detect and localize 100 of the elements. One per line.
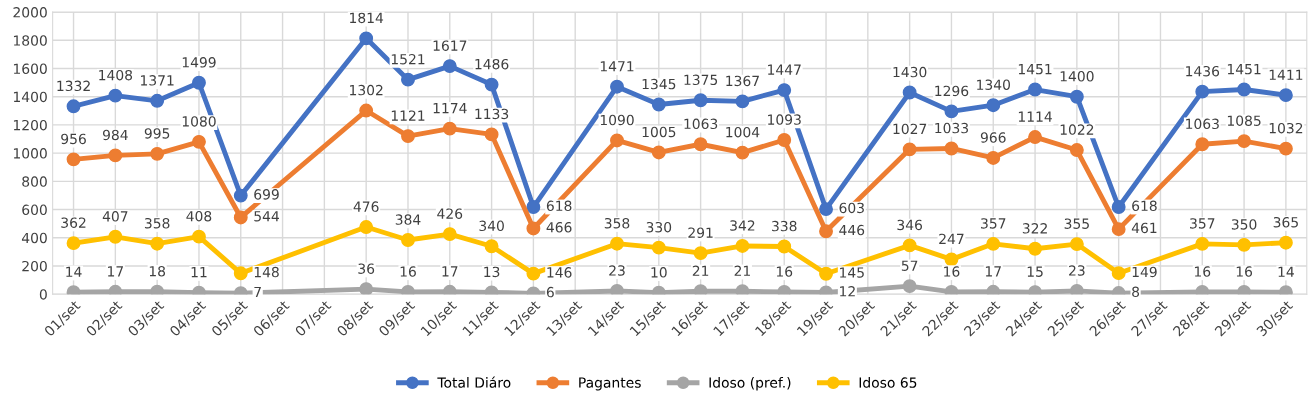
point bbox=[819, 266, 833, 281]
data-label: 956 bbox=[61, 133, 86, 145]
y-tick-label: 1000 bbox=[13, 148, 47, 159]
point bbox=[735, 239, 750, 253]
legend-label: Idoso 65 bbox=[859, 377, 917, 388]
point bbox=[1237, 237, 1252, 252]
point bbox=[192, 134, 206, 149]
point bbox=[693, 284, 708, 295]
point bbox=[1028, 241, 1043, 256]
point bbox=[735, 284, 750, 295]
data-label: 603 bbox=[839, 202, 864, 214]
data-label: 1063 bbox=[684, 118, 718, 130]
point bbox=[66, 152, 81, 167]
data-label: 14 bbox=[66, 266, 82, 277]
data-label: 1411 bbox=[1269, 69, 1303, 80]
data-label: 23 bbox=[609, 265, 625, 276]
data-label: 357 bbox=[981, 218, 1006, 229]
point bbox=[902, 238, 917, 253]
data-label: 618 bbox=[1132, 200, 1157, 212]
data-label: 16 bbox=[1236, 266, 1253, 277]
y-tick-label: 400 bbox=[21, 232, 47, 244]
point bbox=[359, 103, 374, 118]
point bbox=[1111, 266, 1126, 281]
data-label: 149 bbox=[1132, 266, 1157, 278]
point bbox=[484, 239, 499, 254]
data-label: 1451 bbox=[1227, 64, 1261, 75]
point bbox=[192, 229, 206, 244]
data-label: 384 bbox=[395, 214, 421, 225]
point bbox=[1028, 130, 1043, 145]
point bbox=[651, 240, 666, 255]
data-label: 1408 bbox=[99, 69, 133, 81]
point bbox=[902, 85, 917, 100]
point bbox=[484, 127, 499, 142]
data-label: 322 bbox=[1022, 223, 1047, 234]
data-label: 17 bbox=[985, 266, 1001, 277]
data-label: 544 bbox=[254, 211, 279, 222]
data-label: 340 bbox=[479, 220, 504, 232]
data-label: 16 bbox=[1194, 266, 1211, 277]
data-label: 1296 bbox=[935, 85, 969, 97]
data-label: 1093 bbox=[768, 114, 801, 125]
point bbox=[150, 284, 165, 295]
y-tick-label: 1200 bbox=[13, 119, 47, 131]
data-label: 1121 bbox=[391, 110, 425, 121]
data-label: 1133 bbox=[475, 108, 509, 120]
data-label: 476 bbox=[353, 201, 379, 212]
point bbox=[1237, 82, 1252, 97]
legend-label: Total Diáro bbox=[437, 376, 511, 388]
point bbox=[944, 252, 959, 267]
point bbox=[693, 246, 708, 261]
data-label: 350 bbox=[1231, 219, 1257, 230]
point bbox=[986, 98, 1001, 113]
data-label: 36 bbox=[358, 263, 375, 274]
point bbox=[1028, 82, 1043, 97]
point bbox=[401, 129, 415, 144]
data-label: 408 bbox=[186, 210, 212, 222]
point bbox=[108, 148, 123, 163]
data-label: 146 bbox=[547, 267, 572, 278]
point bbox=[777, 83, 792, 98]
data-label: 1367 bbox=[726, 75, 759, 87]
data-label: 145 bbox=[840, 267, 864, 278]
y-tick-label: 600 bbox=[22, 204, 47, 216]
point bbox=[108, 229, 123, 244]
data-label: 1004 bbox=[726, 126, 760, 138]
data-label: 355 bbox=[1064, 218, 1089, 229]
data-label: 247 bbox=[939, 233, 964, 244]
point bbox=[777, 239, 792, 254]
data-label: 1447 bbox=[768, 64, 801, 75]
data-label: 1486 bbox=[475, 58, 509, 70]
point bbox=[1195, 137, 1210, 152]
point bbox=[150, 93, 165, 108]
point bbox=[1069, 284, 1084, 295]
point bbox=[401, 72, 415, 87]
data-label: 1430 bbox=[893, 66, 927, 78]
point bbox=[819, 202, 833, 217]
data-label: 1174 bbox=[433, 103, 467, 114]
data-label: 446 bbox=[839, 224, 865, 236]
point bbox=[902, 142, 917, 157]
data-label: 1371 bbox=[141, 75, 174, 86]
point bbox=[1111, 200, 1126, 214]
data-label: 365 bbox=[1273, 217, 1298, 228]
data-label: 1814 bbox=[350, 12, 384, 24]
data-label: 6 bbox=[546, 286, 554, 298]
data-label: 618 bbox=[546, 200, 572, 212]
point bbox=[66, 99, 81, 114]
data-label: 984 bbox=[102, 129, 128, 141]
data-label: 1027 bbox=[893, 123, 927, 135]
data-label: 407 bbox=[102, 211, 128, 222]
point bbox=[526, 266, 541, 281]
point bbox=[693, 137, 708, 152]
data-label: 17 bbox=[442, 266, 458, 277]
data-label: 11 bbox=[191, 267, 207, 278]
point bbox=[442, 59, 457, 74]
point bbox=[735, 94, 750, 109]
y-tick-label: 2000 bbox=[13, 7, 47, 18]
point bbox=[66, 236, 81, 251]
data-label: 1345 bbox=[642, 78, 676, 90]
point bbox=[150, 236, 165, 251]
point bbox=[610, 236, 624, 251]
data-label: 21 bbox=[692, 265, 709, 276]
data-label: 1400 bbox=[1060, 71, 1094, 82]
